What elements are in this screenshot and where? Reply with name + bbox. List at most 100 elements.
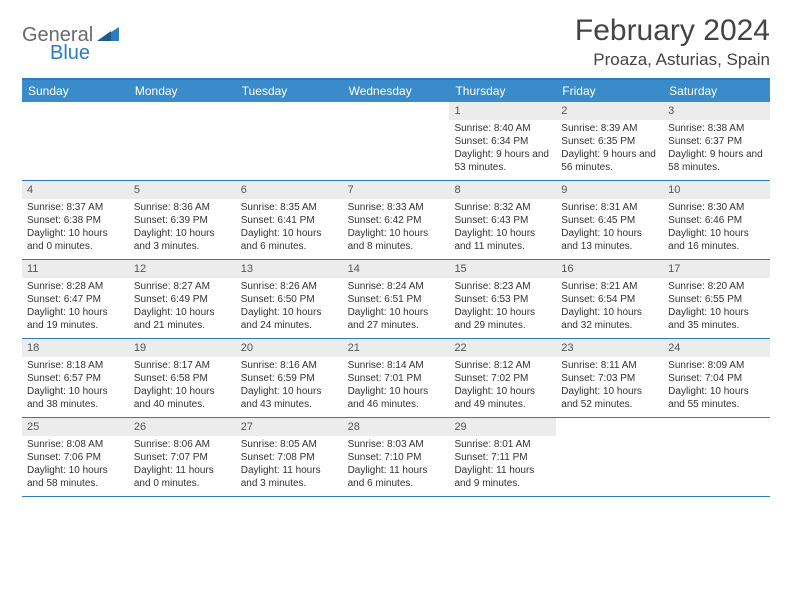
day-number: 24 — [663, 339, 770, 357]
day-body: Sunrise: 8:01 AMSunset: 7:11 PMDaylight:… — [449, 436, 556, 494]
day-body: Sunrise: 8:24 AMSunset: 6:51 PMDaylight:… — [343, 278, 450, 336]
day-number: 12 — [129, 260, 236, 278]
sunset-text: Sunset: 7:03 PM — [561, 372, 658, 385]
sunrise-text: Sunrise: 8:08 AM — [27, 438, 124, 451]
logo-triangle-icon — [97, 25, 119, 46]
weekday-wed: Wednesday — [343, 80, 450, 102]
day-cell: 12Sunrise: 8:27 AMSunset: 6:49 PMDayligh… — [129, 260, 236, 338]
sunrise-text: Sunrise: 8:36 AM — [134, 201, 231, 214]
day-body: Sunrise: 8:40 AMSunset: 6:34 PMDaylight:… — [449, 120, 556, 178]
logo-sub: Blue — [22, 42, 90, 65]
sunset-text: Sunset: 6:57 PM — [27, 372, 124, 385]
week-row: 11Sunrise: 8:28 AMSunset: 6:47 PMDayligh… — [22, 260, 770, 339]
sunset-text: Sunset: 6:42 PM — [348, 214, 445, 227]
day-body — [556, 436, 663, 442]
day-cell — [556, 418, 663, 496]
weekday-row: Sunday Monday Tuesday Wednesday Thursday… — [22, 80, 770, 102]
day-number: 28 — [343, 418, 450, 436]
sunset-text: Sunset: 7:02 PM — [454, 372, 551, 385]
weekday-thu: Thursday — [449, 80, 556, 102]
week-row: 18Sunrise: 8:18 AMSunset: 6:57 PMDayligh… — [22, 339, 770, 418]
sunrise-text: Sunrise: 8:06 AM — [134, 438, 231, 451]
sunset-text: Sunset: 7:04 PM — [668, 372, 765, 385]
sunset-text: Sunset: 6:37 PM — [668, 135, 765, 148]
sunrise-text: Sunrise: 8:14 AM — [348, 359, 445, 372]
day-number: 25 — [22, 418, 129, 436]
sunrise-text: Sunrise: 8:20 AM — [668, 280, 765, 293]
day-number: 22 — [449, 339, 556, 357]
sunrise-text: Sunrise: 8:38 AM — [668, 122, 765, 135]
day-body: Sunrise: 8:37 AMSunset: 6:38 PMDaylight:… — [22, 199, 129, 257]
day-number: 16 — [556, 260, 663, 278]
sunset-text: Sunset: 6:45 PM — [561, 214, 658, 227]
daylight-text: Daylight: 10 hours and 29 minutes. — [454, 306, 551, 332]
weekday-fri: Friday — [556, 80, 663, 102]
day-cell: 9Sunrise: 8:31 AMSunset: 6:45 PMDaylight… — [556, 181, 663, 259]
day-body: Sunrise: 8:05 AMSunset: 7:08 PMDaylight:… — [236, 436, 343, 494]
day-number — [556, 418, 663, 436]
day-cell: 4Sunrise: 8:37 AMSunset: 6:38 PMDaylight… — [22, 181, 129, 259]
day-body: Sunrise: 8:32 AMSunset: 6:43 PMDaylight:… — [449, 199, 556, 257]
day-cell: 10Sunrise: 8:30 AMSunset: 6:46 PMDayligh… — [663, 181, 770, 259]
daylight-text: Daylight: 9 hours and 58 minutes. — [668, 148, 765, 174]
sunrise-text: Sunrise: 8:16 AM — [241, 359, 338, 372]
week-row: 25Sunrise: 8:08 AMSunset: 7:06 PMDayligh… — [22, 418, 770, 497]
day-body: Sunrise: 8:23 AMSunset: 6:53 PMDaylight:… — [449, 278, 556, 336]
day-cell: 18Sunrise: 8:18 AMSunset: 6:57 PMDayligh… — [22, 339, 129, 417]
calendar: Sunday Monday Tuesday Wednesday Thursday… — [22, 78, 770, 497]
daylight-text: Daylight: 10 hours and 27 minutes. — [348, 306, 445, 332]
daylight-text: Daylight: 10 hours and 40 minutes. — [134, 385, 231, 411]
day-number: 17 — [663, 260, 770, 278]
day-number: 5 — [129, 181, 236, 199]
sunrise-text: Sunrise: 8:33 AM — [348, 201, 445, 214]
daylight-text: Daylight: 10 hours and 19 minutes. — [27, 306, 124, 332]
sunset-text: Sunset: 6:51 PM — [348, 293, 445, 306]
daylight-text: Daylight: 10 hours and 11 minutes. — [454, 227, 551, 253]
week-row: 1Sunrise: 8:40 AMSunset: 6:34 PMDaylight… — [22, 102, 770, 181]
day-body: Sunrise: 8:14 AMSunset: 7:01 PMDaylight:… — [343, 357, 450, 415]
day-number: 18 — [22, 339, 129, 357]
sunset-text: Sunset: 6:46 PM — [668, 214, 765, 227]
day-cell: 5Sunrise: 8:36 AMSunset: 6:39 PMDaylight… — [129, 181, 236, 259]
day-body: Sunrise: 8:38 AMSunset: 6:37 PMDaylight:… — [663, 120, 770, 178]
daylight-text: Daylight: 10 hours and 8 minutes. — [348, 227, 445, 253]
day-number — [663, 418, 770, 436]
day-cell: 21Sunrise: 8:14 AMSunset: 7:01 PMDayligh… — [343, 339, 450, 417]
sunset-text: Sunset: 6:59 PM — [241, 372, 338, 385]
daylight-text: Daylight: 11 hours and 6 minutes. — [348, 464, 445, 490]
sunset-text: Sunset: 6:58 PM — [134, 372, 231, 385]
sunrise-text: Sunrise: 8:31 AM — [561, 201, 658, 214]
day-number: 20 — [236, 339, 343, 357]
sunrise-text: Sunrise: 8:37 AM — [27, 201, 124, 214]
day-cell: 20Sunrise: 8:16 AMSunset: 6:59 PMDayligh… — [236, 339, 343, 417]
day-cell — [236, 102, 343, 180]
day-body — [343, 120, 450, 126]
day-number: 23 — [556, 339, 663, 357]
sunrise-text: Sunrise: 8:24 AM — [348, 280, 445, 293]
day-cell: 8Sunrise: 8:32 AMSunset: 6:43 PMDaylight… — [449, 181, 556, 259]
daylight-text: Daylight: 11 hours and 3 minutes. — [241, 464, 338, 490]
day-number — [343, 102, 450, 120]
daylight-text: Daylight: 10 hours and 24 minutes. — [241, 306, 338, 332]
sunrise-text: Sunrise: 8:32 AM — [454, 201, 551, 214]
day-body: Sunrise: 8:08 AMSunset: 7:06 PMDaylight:… — [22, 436, 129, 494]
sunset-text: Sunset: 6:35 PM — [561, 135, 658, 148]
sunrise-text: Sunrise: 8:21 AM — [561, 280, 658, 293]
day-cell: 3Sunrise: 8:38 AMSunset: 6:37 PMDaylight… — [663, 102, 770, 180]
sunset-text: Sunset: 6:43 PM — [454, 214, 551, 227]
weekday-sun: Sunday — [22, 80, 129, 102]
day-cell — [22, 102, 129, 180]
sunset-text: Sunset: 6:41 PM — [241, 214, 338, 227]
sunset-text: Sunset: 6:47 PM — [27, 293, 124, 306]
sunrise-text: Sunrise: 8:11 AM — [561, 359, 658, 372]
day-body: Sunrise: 8:06 AMSunset: 7:07 PMDaylight:… — [129, 436, 236, 494]
sunset-text: Sunset: 6:39 PM — [134, 214, 231, 227]
day-cell: 14Sunrise: 8:24 AMSunset: 6:51 PMDayligh… — [343, 260, 450, 338]
location: Proaza, Asturias, Spain — [575, 50, 770, 70]
sunrise-text: Sunrise: 8:12 AM — [454, 359, 551, 372]
day-number: 8 — [449, 181, 556, 199]
daylight-text: Daylight: 10 hours and 21 minutes. — [134, 306, 231, 332]
day-cell: 17Sunrise: 8:20 AMSunset: 6:55 PMDayligh… — [663, 260, 770, 338]
sunrise-text: Sunrise: 8:40 AM — [454, 122, 551, 135]
daylight-text: Daylight: 9 hours and 56 minutes. — [561, 148, 658, 174]
